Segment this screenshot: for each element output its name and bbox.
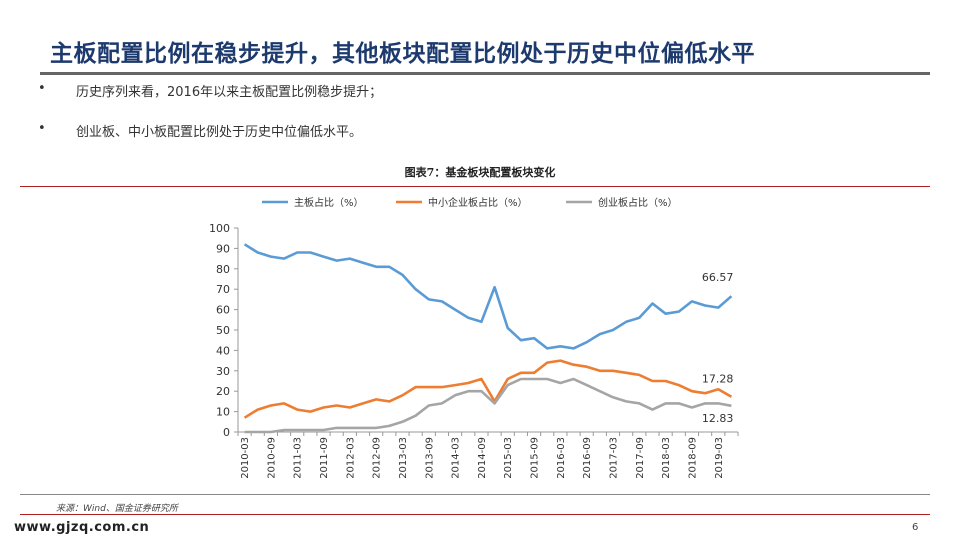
page-number: 6 xyxy=(912,522,919,533)
bullet-dot-icon: • xyxy=(38,121,46,136)
x-tick-label: 2010-09 xyxy=(266,437,277,479)
figure-title: 图表7：基金板块配置板块变化 xyxy=(404,166,556,179)
x-tick-label: 2017-03 xyxy=(609,437,620,479)
data-label: 12.83 xyxy=(702,412,734,425)
legend-item: 中小企业板占比（%） xyxy=(396,196,528,209)
figure-top-divider xyxy=(20,186,930,187)
footer-website: www.gjzq.com.cn xyxy=(14,520,150,535)
legend-item: 主板占比（%） xyxy=(262,196,364,209)
x-tick-label: 2013-09 xyxy=(424,437,435,479)
legend-label: 主板占比（%） xyxy=(294,196,364,209)
series-line-0 xyxy=(243,243,733,350)
title-divider xyxy=(40,72,930,75)
y-tick-label: 50 xyxy=(216,324,230,337)
footer-divider xyxy=(20,514,930,515)
x-tick-label: 2014-09 xyxy=(477,437,488,479)
data-label: 66.57 xyxy=(702,271,734,284)
x-tick-label: 2018-03 xyxy=(661,437,672,479)
x-tick-label: 2019-03 xyxy=(714,437,725,479)
x-tick-label: 2015-03 xyxy=(503,437,514,479)
data-label: 17.28 xyxy=(702,373,734,386)
source-note: 来源：Wind、国金证券研究所 xyxy=(56,504,178,514)
x-tick-label: 2011-09 xyxy=(319,437,330,479)
series-line-1 xyxy=(243,359,733,419)
x-tick-label: 2012-09 xyxy=(372,437,383,479)
y-tick-label: 10 xyxy=(216,406,230,419)
y-tick-label: 40 xyxy=(216,344,230,357)
chart-data-labels: 66.57 17.28 12.83 xyxy=(702,271,734,425)
chart-legend: 主板占比（%） 中小企业板占比（%） 创业板占比（%） xyxy=(262,196,678,209)
x-tick-label: 2014-03 xyxy=(451,437,462,479)
x-tick-label: 2015-09 xyxy=(530,437,541,479)
bullet-dot-icon: • xyxy=(38,81,46,96)
x-tick-label: 2013-03 xyxy=(398,437,409,479)
line-chart: 主板占比（%） 中小企业板占比（%） 创业板占比（%） 0 10 20 30 40 50 60 7… xyxy=(209,196,739,479)
x-tick-label: 2017-09 xyxy=(635,437,646,479)
y-tick-label: 60 xyxy=(216,304,230,317)
x-tick-label: 2010-03 xyxy=(240,437,251,479)
y-tick-label: 80 xyxy=(216,263,230,276)
y-tick-label: 20 xyxy=(216,385,230,398)
chart-series xyxy=(243,243,733,434)
y-tick-label: 90 xyxy=(216,242,230,255)
series-line-2 xyxy=(244,377,732,434)
x-tick-label: 2018-09 xyxy=(687,437,698,479)
legend-label: 中小企业板占比（%） xyxy=(428,196,528,209)
bullet-text: 创业板、中小板配置比例处于历史中位偏低水平。 xyxy=(76,125,363,140)
x-tick-label: 2016-03 xyxy=(556,437,567,479)
chart-axes: 0 10 20 30 40 50 60 70 80 90 100 2010-03 2010-09 2011… xyxy=(209,222,739,479)
bullet-text: 历史序列来看，2016年以来主板配置比例稳步提升； xyxy=(76,85,383,100)
legend-label: 创业板占比（%） xyxy=(598,196,678,209)
x-tick-label: 2011-03 xyxy=(293,437,304,479)
y-tick-label: 70 xyxy=(216,283,230,296)
figure-bottom-divider xyxy=(20,494,930,495)
page-title: 主板配置比例在稳步提升，其他板块配置比例处于历史中位偏低水平 xyxy=(50,41,755,67)
y-tick-label: 30 xyxy=(216,365,230,378)
legend-item: 创业板占比（%） xyxy=(566,196,678,209)
x-tick-label: 2016-09 xyxy=(582,437,593,479)
y-tick-label: 100 xyxy=(209,222,230,235)
y-tick-label: 0 xyxy=(223,426,230,439)
x-tick-label: 2012-03 xyxy=(345,437,356,479)
